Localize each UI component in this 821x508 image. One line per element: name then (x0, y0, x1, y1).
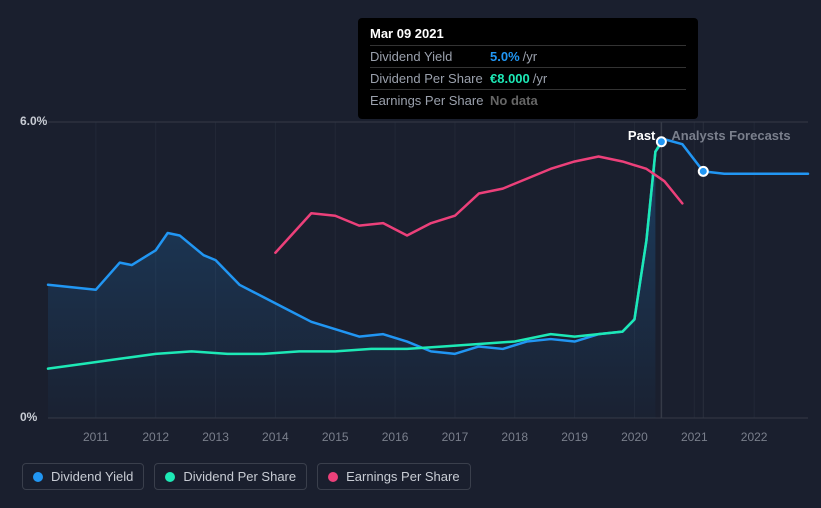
legend-item[interactable]: Dividend Yield (22, 463, 144, 490)
x-axis-label: 2015 (322, 430, 349, 444)
legend-dot-icon (33, 472, 43, 482)
x-axis-label: 2018 (501, 430, 528, 444)
tooltip-row: Earnings Per ShareNo data (370, 89, 686, 111)
dividend-chart: Mar 09 2021 Dividend Yield5.0%/yrDividen… (0, 0, 821, 508)
x-axis-label: 2017 (442, 430, 469, 444)
tooltip-row: Dividend Per Share€8.000/yr (370, 67, 686, 89)
y-axis-label: 0% (20, 410, 37, 424)
legend-label: Dividend Per Share (183, 469, 296, 484)
x-axis-label: 2020 (621, 430, 648, 444)
tooltip-date: Mar 09 2021 (370, 26, 686, 41)
x-axis-label: 2011 (83, 430, 109, 444)
past-label: Past (628, 128, 655, 143)
chart-tooltip: Mar 09 2021 Dividend Yield5.0%/yrDividen… (358, 18, 698, 119)
chart-legend: Dividend Yield Dividend Per Share Earnings… (22, 463, 471, 490)
x-axis-label: 2022 (741, 430, 768, 444)
x-axis-label: 2016 (382, 430, 409, 444)
legend-label: Dividend Yield (51, 469, 133, 484)
legend-dot-icon (165, 472, 175, 482)
x-axis-label: 2019 (561, 430, 588, 444)
forecast-label: Analysts Forecasts (671, 128, 790, 143)
x-axis-label: 2014 (262, 430, 289, 444)
legend-item[interactable]: Earnings Per Share (317, 463, 470, 490)
x-axis-label: 2012 (142, 430, 169, 444)
x-axis-label: 2013 (202, 430, 229, 444)
legend-label: Earnings Per Share (346, 469, 459, 484)
legend-item[interactable]: Dividend Per Share (154, 463, 307, 490)
y-axis-label: 6.0% (20, 114, 47, 128)
x-axis-label: 2021 (681, 430, 708, 444)
legend-dot-icon (328, 472, 338, 482)
tooltip-row: Dividend Yield5.0%/yr (370, 45, 686, 67)
